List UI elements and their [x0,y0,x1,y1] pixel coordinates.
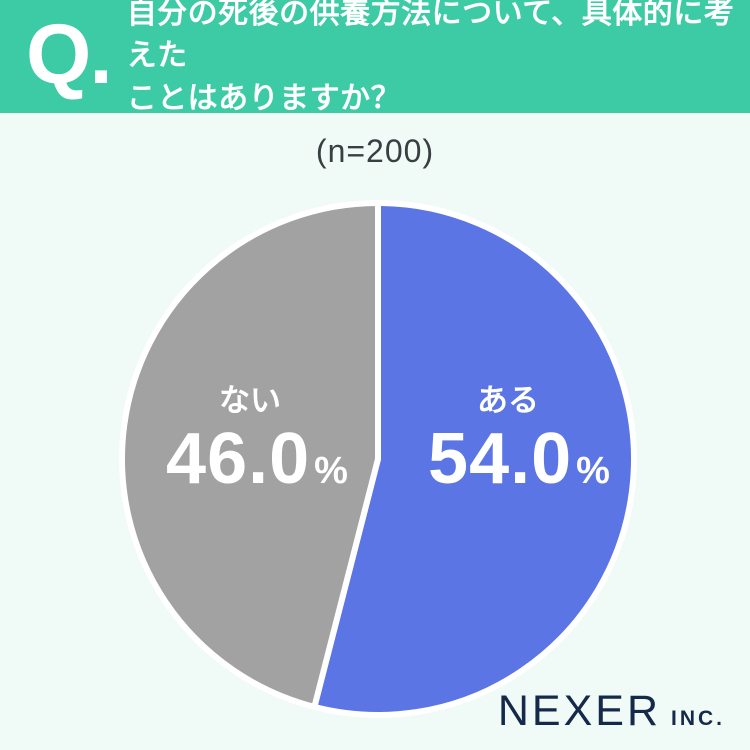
question-line-2: ことはありますか？ [126,81,402,115]
pie-chart [118,199,638,719]
question-header: Q. 自分の死後の供養方法について、具体的に考えた ことはありますか？ [0,0,750,115]
slice-value-nai: 46.0 % [112,423,402,495]
sample-size-label: (n=200) [315,133,435,169]
percent-sign-aru: % [576,450,610,492]
slice-percent-nai: 46.0 [166,419,311,499]
pie-slice-0 [311,200,637,718]
slice-label-nai: ない [219,383,281,418]
pie-slice-1 [119,200,381,710]
question-text: 自分の死後の供養方法について、具体的に考えた ことはありますか？ [127,0,750,120]
logo-inc-suffix: INC. [671,707,725,730]
question-line-1: 自分の死後の供養方法について、具体的に考えた [126,0,735,73]
logo-wordmark: NEXER [497,687,661,735]
q-mark: Q. [26,6,113,101]
slice-value-aru: 54.0 % [374,423,664,495]
pie-chart-svg [119,200,637,718]
chart-area: (n=200) ない 46.0 % ある 54.0 % [0,113,750,750]
slice-percent-aru: 54.0 [428,419,573,499]
percent-sign-nai: % [314,450,348,492]
slice-label-aru: ある [477,383,539,418]
nexer-logo: NEXER INC. [498,687,725,736]
